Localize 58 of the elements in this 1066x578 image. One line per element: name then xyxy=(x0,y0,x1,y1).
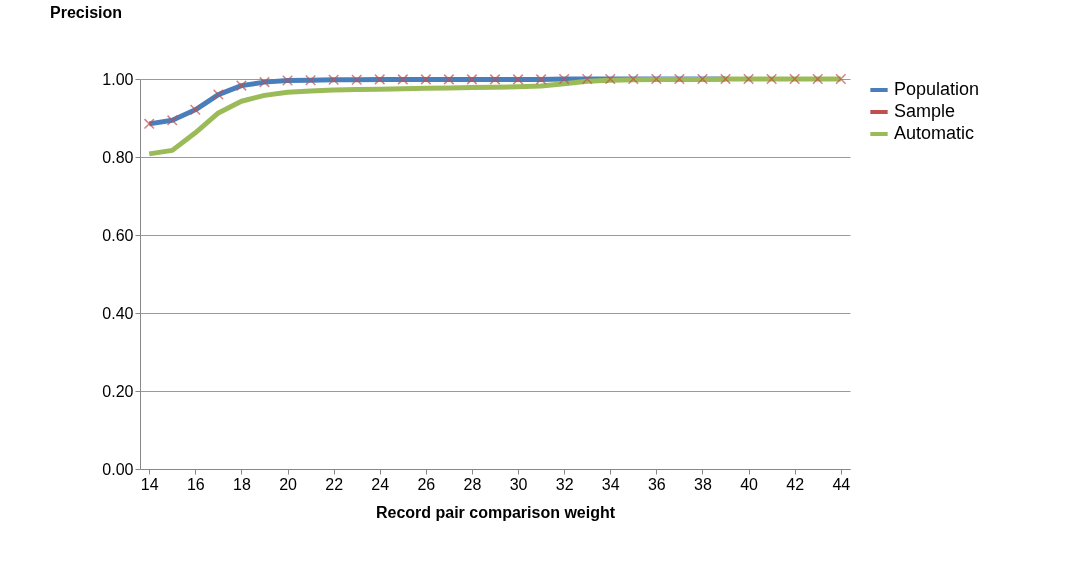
x-tick-label: 16 xyxy=(186,475,205,493)
point xyxy=(443,73,455,85)
x-tick-label: 14 xyxy=(140,475,159,493)
point xyxy=(466,73,478,85)
point xyxy=(258,76,270,88)
point xyxy=(743,73,755,85)
point xyxy=(650,73,662,85)
x-tick-label: 18 xyxy=(233,475,251,493)
point xyxy=(535,73,547,85)
point xyxy=(489,73,501,85)
point xyxy=(627,73,639,85)
x-tick-label: 40 xyxy=(740,475,759,493)
x-tick-label: 32 xyxy=(555,475,574,493)
chart-title: Precision xyxy=(50,4,123,21)
point xyxy=(235,80,247,92)
x-tick-label: 24 xyxy=(371,475,390,493)
y-tick-label: 1.00 xyxy=(102,70,134,88)
y-tick-label: 0.80 xyxy=(102,148,134,166)
x-tick-label: 42 xyxy=(786,475,805,493)
legend-label: Sample xyxy=(894,101,956,121)
legend-label: Population xyxy=(894,79,980,99)
x-tick-label: 20 xyxy=(279,475,298,493)
point xyxy=(212,89,224,101)
x-axis-title: Record pair comparison weight xyxy=(375,503,616,521)
point xyxy=(189,104,201,116)
x-tick-label: 30 xyxy=(509,475,528,493)
point xyxy=(351,74,363,86)
point xyxy=(305,74,317,86)
x-tick-label: 36 xyxy=(647,475,666,493)
point xyxy=(558,73,570,85)
point xyxy=(812,73,824,85)
point xyxy=(166,114,178,126)
point xyxy=(766,73,778,85)
y-tick-label: 0.20 xyxy=(102,382,134,400)
point xyxy=(720,73,732,85)
point xyxy=(835,73,847,85)
x-tick-label: 34 xyxy=(601,475,620,493)
point xyxy=(581,73,593,85)
point xyxy=(397,73,409,85)
point xyxy=(512,73,524,85)
point xyxy=(374,73,386,85)
y-tick-label: 0.60 xyxy=(102,226,134,244)
point xyxy=(696,73,708,85)
point xyxy=(143,118,155,130)
legend-label: Automatic xyxy=(894,123,975,143)
x-tick-label: 38 xyxy=(694,475,712,493)
point xyxy=(604,73,616,85)
x-tick-label: 44 xyxy=(832,475,851,493)
point xyxy=(328,74,340,86)
point xyxy=(282,75,294,87)
y-tick-label: 0.40 xyxy=(102,304,134,322)
x-tick-label: 28 xyxy=(463,475,482,493)
y-tick-label: 0.00 xyxy=(102,460,134,478)
x-tick-label: 26 xyxy=(417,475,436,493)
point xyxy=(789,73,801,85)
point xyxy=(673,73,685,85)
point xyxy=(420,73,432,85)
x-tick-label: 22 xyxy=(325,475,344,493)
